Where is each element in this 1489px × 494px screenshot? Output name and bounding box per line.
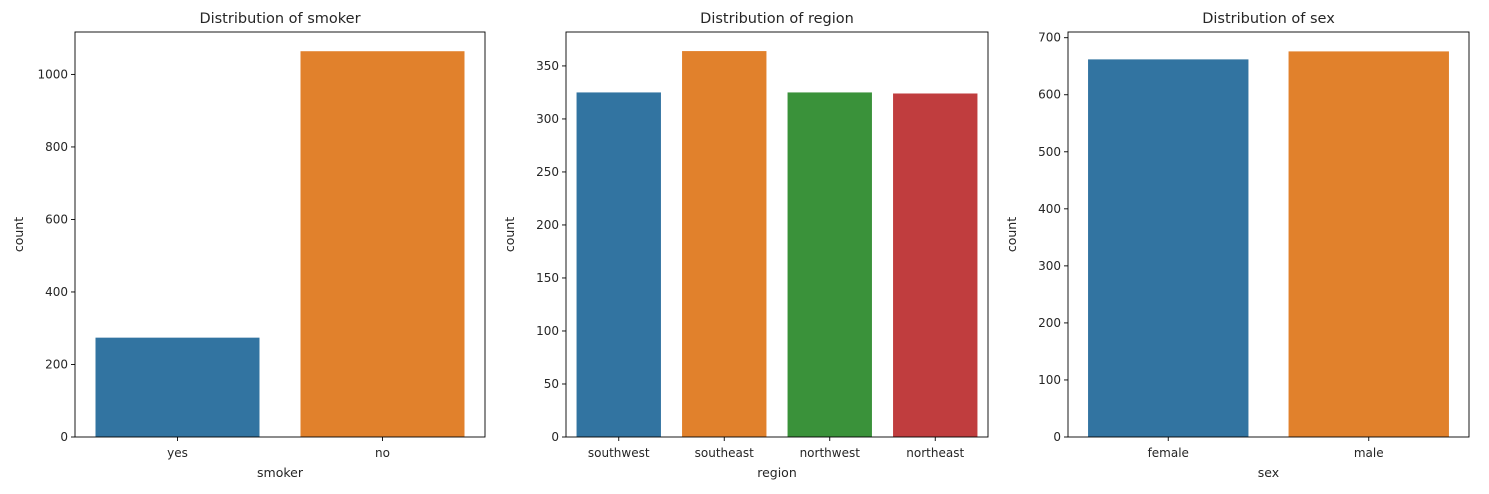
y-tick-label: 200: [45, 357, 68, 371]
x-tick-label: no: [375, 446, 390, 460]
y-tick-label: 100: [1038, 373, 1061, 387]
x-tick-label: yes: [167, 446, 188, 460]
y-tick-label: 600: [1038, 88, 1061, 102]
y-tick-label: 150: [536, 271, 559, 285]
bar-yes: [95, 337, 260, 437]
bar-northwest: [787, 92, 872, 437]
y-tick-label: 300: [536, 112, 559, 126]
x-tick-label: female: [1148, 446, 1189, 460]
y-tick-label: 200: [1038, 316, 1061, 330]
y-tick-label: 800: [45, 140, 68, 154]
x-tick-label: male: [1354, 446, 1384, 460]
bar-southeast: [682, 51, 767, 437]
y-tick-label: 400: [1038, 202, 1061, 216]
plot-frame: [1067, 31, 1470, 438]
plot-frame: [565, 31, 989, 438]
y-tick-label: 400: [45, 285, 68, 299]
y-tick-label: 100: [536, 324, 559, 338]
y-tick-label: 700: [1038, 31, 1061, 45]
x-tick-label: northeast: [906, 446, 964, 460]
y-tick-label: 300: [1038, 259, 1061, 273]
x-axis-label: sex: [1258, 465, 1279, 480]
y-axis-label: count: [1004, 217, 1019, 252]
x-axis-label: smoker: [257, 465, 304, 480]
chart-panel-0: 0 200 400 600 800 1000 yes no Distribution of sm…: [11, 11, 486, 480]
bar-female: [1088, 59, 1249, 438]
x-tick-label: southeast: [695, 446, 754, 460]
y-tick-label: 250: [536, 165, 559, 179]
bar-northeast: [893, 93, 978, 437]
chart-panel-1: 0 50 100 150 200 250 300 350 southwest southeast n…: [502, 11, 989, 480]
y-tick-label: 50: [544, 377, 559, 391]
bar-no: [300, 51, 465, 438]
y-tick-label: 0: [551, 430, 559, 444]
y-tick-label: 350: [536, 59, 559, 73]
y-axis-label: count: [502, 217, 517, 252]
chart-panel-2: 0 100 200 300 400 500 600 700 female male Distribu…: [1004, 11, 1470, 480]
bar-male: [1288, 51, 1449, 437]
y-tick-label: 500: [1038, 145, 1061, 159]
x-axis-label: region: [757, 465, 797, 480]
x-tick-label: southwest: [588, 446, 650, 460]
bar-southwest: [576, 92, 661, 437]
y-tick-label: 200: [536, 218, 559, 232]
x-tick-label: northwest: [800, 446, 861, 460]
y-axis-label: count: [11, 217, 26, 252]
chart-title: Distribution of region: [700, 11, 854, 27]
y-tick-label: 0: [1053, 430, 1061, 444]
y-tick-label: 0: [60, 430, 68, 444]
y-tick-label: 1000: [37, 67, 68, 81]
plot-frame: [74, 31, 486, 438]
chart-title: Distribution of smoker: [199, 11, 360, 27]
chart-title: Distribution of sex: [1202, 11, 1335, 27]
y-tick-label: 600: [45, 212, 68, 226]
